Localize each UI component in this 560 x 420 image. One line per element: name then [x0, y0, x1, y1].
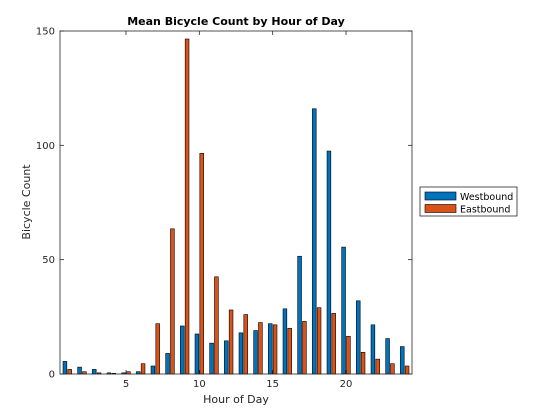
bar-westbound-22	[370, 324, 376, 375]
y-axis-label: Bicycle Count	[20, 164, 33, 240]
series-westbound	[62, 108, 405, 375]
series-eastbound	[67, 38, 410, 375]
bar-eastbound-1	[67, 369, 72, 375]
bar-eastbound-8	[170, 228, 175, 375]
plot-area	[60, 31, 412, 374]
bar-westbound-21	[356, 300, 361, 375]
bar-eastbound-24	[404, 365, 410, 375]
legend-swatch-eastbound	[424, 204, 457, 213]
axes-box	[59, 30, 413, 375]
bar-westbound-15	[268, 323, 273, 375]
chart-title: Mean Bicycle Count by Hour of Day	[127, 15, 345, 28]
bar-westbound-2	[77, 366, 82, 375]
bar-eastbound-21	[360, 351, 366, 375]
bar-eastbound-11	[214, 276, 219, 375]
x-axis-label: Hour of Day	[203, 393, 269, 406]
y-tick-label-150: 150	[36, 27, 55, 38]
x-tick-label-20: 20	[340, 379, 353, 390]
bar-westbound-12	[224, 340, 229, 375]
legend: Westbound Eastbound	[419, 186, 518, 217]
bar-westbound-13	[238, 332, 244, 375]
bar-eastbound-20	[346, 335, 351, 375]
bar-eastbound-14	[258, 322, 263, 375]
bar-westbound-19	[326, 150, 332, 375]
bar-eastbound-17	[302, 321, 307, 375]
bar-westbound-1	[62, 361, 68, 375]
bar-westbound-7	[150, 365, 156, 375]
bar-westbound-11	[209, 342, 214, 375]
bar-eastbound-10	[199, 153, 204, 375]
bar-eastbound-12	[228, 309, 234, 375]
bar-eastbound-18	[316, 307, 322, 375]
legend-label-eastbound: Eastbound	[460, 205, 510, 216]
y-tick-label-0: 0	[49, 370, 55, 381]
bar-westbound-18	[312, 108, 317, 375]
x-tick-label-10: 10	[193, 379, 206, 390]
bar-series-group	[62, 38, 410, 375]
bar-eastbound-6	[140, 363, 146, 375]
bar-westbound-10	[194, 333, 200, 375]
bar-eastbound-22	[375, 358, 380, 375]
x-tick-label-5: 5	[123, 379, 129, 390]
bar-westbound-17	[297, 255, 302, 375]
bar-westbound-16	[282, 308, 288, 375]
bar-westbound-24	[400, 346, 405, 375]
x-tick-label-15: 15	[266, 379, 279, 390]
bar-westbound-8	[165, 353, 170, 375]
bar-eastbound-7	[155, 323, 160, 375]
bar-eastbound-15	[272, 324, 278, 375]
bar-eastbound-9	[184, 38, 190, 375]
axes-group: 5 10 15 20 0 50 100 150	[36, 27, 413, 390]
bar-eastbound-19	[331, 313, 336, 375]
bar-eastbound-16	[287, 327, 292, 375]
bar-westbound-9	[180, 325, 185, 375]
y-tick-label-100: 100	[36, 141, 55, 152]
bar-westbound-20	[341, 246, 346, 375]
bar-eastbound-13	[243, 314, 248, 375]
legend-swatch-westbound	[424, 191, 457, 201]
y-tick-label-50: 50	[42, 255, 55, 266]
bar-westbound-3	[92, 369, 97, 375]
bar-westbound-14	[253, 330, 258, 375]
bar-eastbound-23	[390, 363, 395, 375]
legend-label-westbound: Westbound	[460, 192, 513, 203]
bar-westbound-23	[385, 338, 390, 375]
